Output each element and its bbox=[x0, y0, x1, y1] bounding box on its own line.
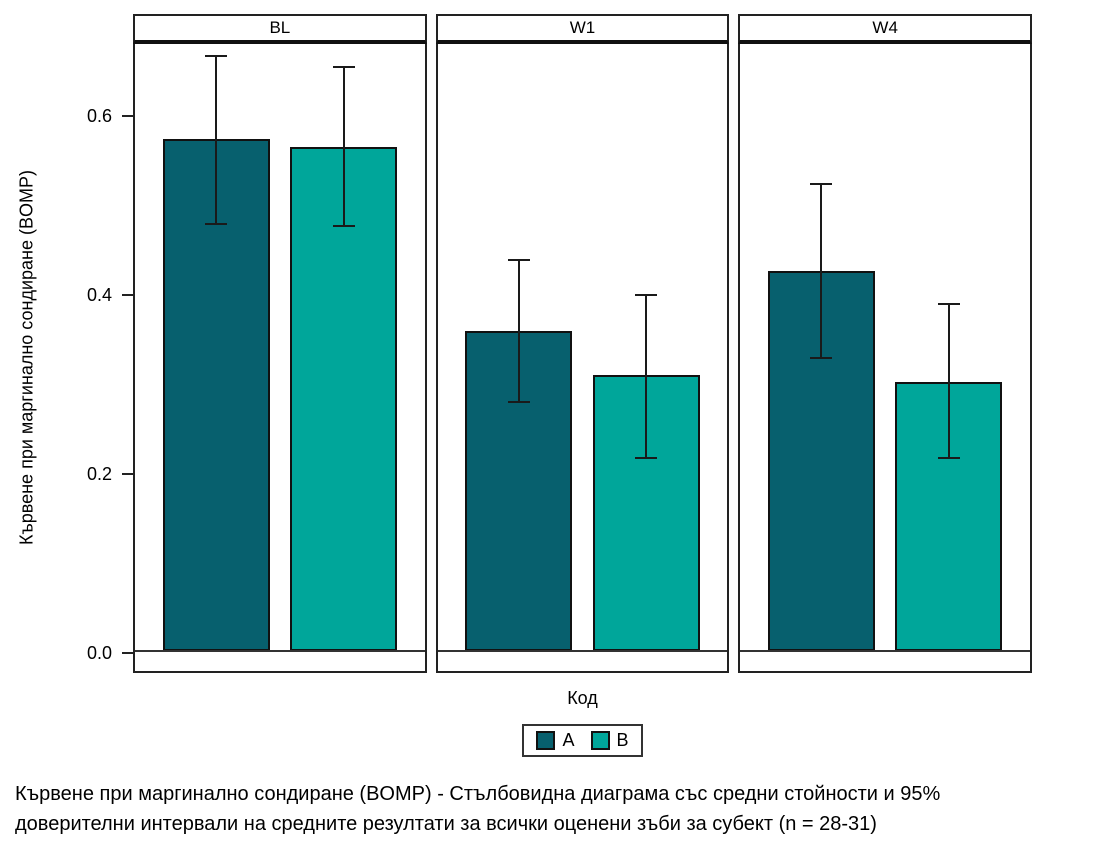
error-bar-B-BL bbox=[342, 67, 345, 226]
facet-plot-area bbox=[435, 44, 730, 673]
legend-label-A: A bbox=[562, 730, 575, 750]
error-bar-A-W1 bbox=[517, 259, 520, 403]
error-cap-low-B-BL bbox=[332, 224, 355, 227]
legend-swatch-B bbox=[590, 731, 610, 750]
caption-line-2: доверителни интервали на средните резулт… bbox=[15, 813, 877, 835]
legend-label-B: B bbox=[616, 730, 629, 750]
facet-panel-W1: W1 bbox=[435, 14, 730, 673]
facet-title: BL bbox=[133, 14, 427, 44]
zero-baseline bbox=[437, 650, 728, 653]
y-tick-mark-0.6 bbox=[122, 115, 133, 118]
bar-B-BL bbox=[289, 147, 398, 652]
zero-baseline bbox=[740, 650, 1031, 653]
error-cap-high-A-BL bbox=[205, 55, 228, 58]
y-axis-title: Кървене при маргинално сондиране (BOMP) bbox=[16, 170, 37, 546]
error-cap-high-B-W1 bbox=[635, 294, 658, 297]
facet-title: W1 bbox=[435, 14, 730, 44]
error-cap-low-B-W1 bbox=[635, 457, 658, 460]
bar-B-W1 bbox=[592, 375, 700, 652]
error-cap-high-B-BL bbox=[332, 66, 355, 69]
plot-region: BL W1 W4 bbox=[133, 14, 1033, 673]
error-cap-high-A-W4 bbox=[810, 182, 833, 185]
error-cap-low-B-W4 bbox=[937, 457, 960, 460]
error-bar-A-BL bbox=[215, 56, 218, 224]
error-cap-low-A-W1 bbox=[507, 401, 530, 404]
y-tick-mark-0.4 bbox=[122, 294, 133, 297]
legend-swatch-A bbox=[536, 731, 556, 750]
zero-baseline bbox=[135, 650, 425, 653]
error-bar-B-W4 bbox=[947, 304, 950, 459]
error-cap-high-B-W4 bbox=[937, 303, 960, 306]
caption-line-1: Кървене при маргинално сондиране (BOMP) … bbox=[15, 783, 941, 805]
y-tick-label-0.2: 0.2 bbox=[86, 464, 112, 485]
error-cap-low-A-BL bbox=[205, 222, 228, 225]
y-tick-label-0.4: 0.4 bbox=[86, 285, 112, 306]
y-tick-label-0.0: 0.0 bbox=[86, 643, 112, 664]
facet-title: W4 bbox=[738, 14, 1033, 44]
legend-entry-B: B bbox=[590, 730, 629, 751]
facet-panel-W4: W4 bbox=[738, 14, 1033, 673]
y-tick-mark-0.0 bbox=[122, 652, 133, 655]
facet-panel-BL: BL bbox=[133, 14, 427, 673]
figure-caption: Кървене при маргинално сондиране (BOMP) … bbox=[15, 779, 1085, 839]
error-bar-A-W4 bbox=[820, 183, 823, 358]
error-cap-high-A-W1 bbox=[507, 258, 530, 261]
bar-A-W4 bbox=[767, 271, 876, 652]
x-axis-title: Код bbox=[567, 688, 598, 708]
error-bar-B-W1 bbox=[645, 295, 648, 459]
error-cap-low-A-W4 bbox=[810, 356, 833, 359]
legend-entry-A: A bbox=[536, 730, 575, 751]
y-tick-label-0.6: 0.6 bbox=[86, 106, 112, 127]
facet-plot-area bbox=[738, 44, 1033, 673]
facet-plot-area bbox=[133, 44, 427, 673]
y-tick-mark-0.2 bbox=[122, 473, 133, 476]
